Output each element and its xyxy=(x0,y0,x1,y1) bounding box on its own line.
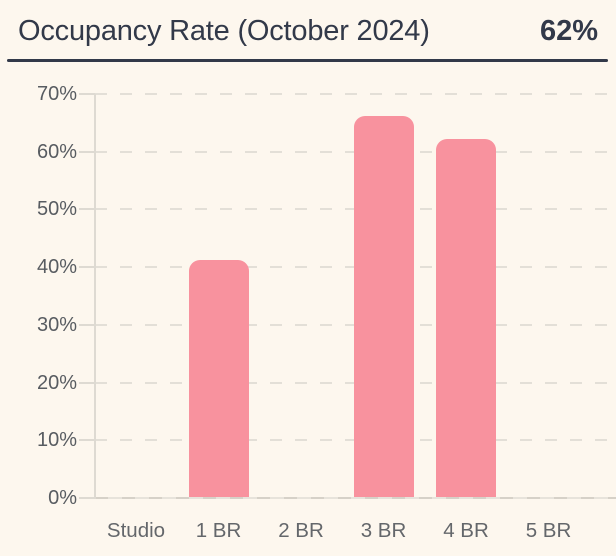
plot-area: 0% 10% 20% 30% 40% 50% 60% 70% Studio 1 BR 2 BR 3 B… xyxy=(37,83,616,542)
bar-3-br[interactable] xyxy=(353,116,414,497)
y-axis-tick xyxy=(79,497,95,499)
x-category-label: 2 BR xyxy=(278,519,324,542)
gridline xyxy=(95,93,616,95)
y-axis-tick xyxy=(79,93,95,95)
y-axis-tick xyxy=(79,381,95,384)
y-axis-tick xyxy=(79,266,95,269)
y-tick-label: 0% xyxy=(48,487,77,509)
y-tick-label: 40% xyxy=(36,256,77,279)
bar-1-br[interactable] xyxy=(188,260,249,497)
x-category-label: Studio xyxy=(106,519,166,542)
y-axis-line xyxy=(94,94,96,499)
y-axis-tick xyxy=(79,150,95,153)
x-axis-line xyxy=(95,497,616,499)
y-tick-label: 50% xyxy=(36,198,77,221)
y-axis-tick xyxy=(79,208,95,211)
y-tick-label: 10% xyxy=(36,429,77,452)
y-tick-label: 70% xyxy=(36,83,77,105)
y-axis-tick xyxy=(79,439,95,442)
page-title: Occupancy Rate (October 2024) xyxy=(18,15,430,47)
bar-4-br[interactable] xyxy=(436,139,496,497)
y-axis-tick xyxy=(79,323,95,326)
title-divider xyxy=(7,59,608,62)
x-category-label: 3 BR xyxy=(360,519,407,542)
x-category-label: 5 BR xyxy=(525,519,572,542)
x-category-label: 4 BR xyxy=(443,519,489,542)
header: Occupancy Rate (October 2024) 62% xyxy=(0,0,616,48)
y-tick-label: 30% xyxy=(36,313,77,336)
y-tick-label: 60% xyxy=(36,140,77,163)
x-category-label: 1 BR xyxy=(195,519,242,542)
occupancy-bar-chart: 0% 10% 20% 30% 40% 50% 60% 70% Studio 1 BR 2 BR 3 B… xyxy=(0,62,616,556)
y-tick-label: 20% xyxy=(36,371,77,394)
headline-value: 62% xyxy=(539,15,598,47)
